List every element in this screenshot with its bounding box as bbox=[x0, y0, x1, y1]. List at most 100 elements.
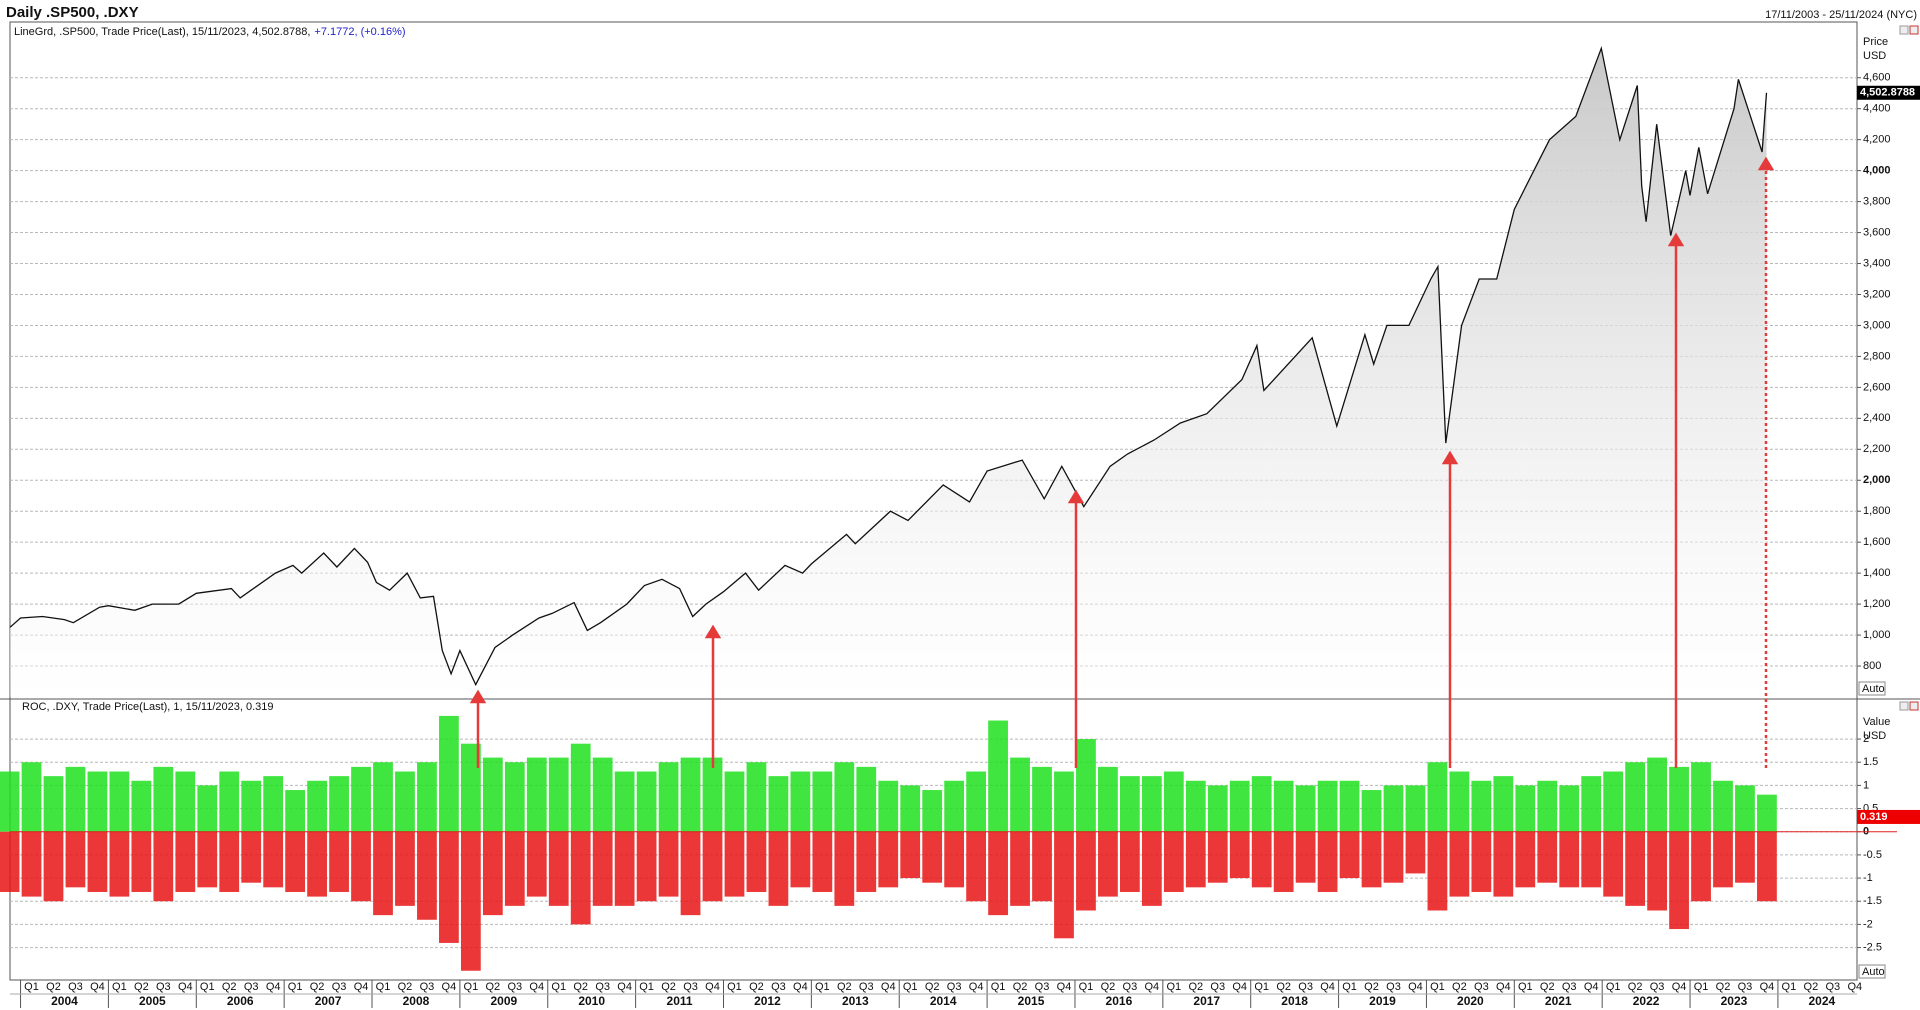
roc-bar bbox=[680, 757, 701, 832]
roc-bar bbox=[1559, 831, 1580, 888]
roc-bar bbox=[307, 780, 327, 832]
x-quarter-label: Q4 bbox=[90, 981, 105, 993]
series-caption: LineGrd, .SP500, Trade Price(Last), 15/1… bbox=[14, 26, 406, 38]
roc-bar bbox=[636, 831, 657, 902]
x-quarter-label: Q3 bbox=[156, 981, 171, 993]
x-quarter-label: Q2 bbox=[661, 981, 676, 993]
roc-bar bbox=[746, 762, 767, 832]
x-quarter-label: Q4 bbox=[1320, 981, 1335, 993]
roc-bar bbox=[1383, 831, 1404, 883]
x-year-label: 2019 bbox=[1369, 994, 1396, 1008]
x-quarter-label: Q1 bbox=[551, 981, 566, 993]
roc-bar bbox=[856, 831, 877, 892]
y-tick-label: -0.5 bbox=[1863, 849, 1882, 861]
roc-bar bbox=[592, 831, 613, 906]
x-quarter-label: Q1 bbox=[1430, 981, 1445, 993]
caption-change: +7.1772, (+0.16%) bbox=[314, 26, 405, 38]
roc-bar bbox=[1581, 831, 1602, 888]
roc-bar bbox=[1163, 831, 1184, 892]
x-quarter-label: Q4 bbox=[442, 981, 457, 993]
panel-close[interactable] bbox=[1909, 701, 1919, 711]
x-quarter-label: Q3 bbox=[1386, 981, 1401, 993]
roc-bar bbox=[746, 831, 767, 892]
roc-bar bbox=[614, 771, 635, 832]
roc-bar bbox=[812, 831, 833, 892]
y-tick-label: 2,400 bbox=[1863, 412, 1891, 424]
roc-bar bbox=[1251, 776, 1272, 832]
y-tick-label: 1.5 bbox=[1863, 756, 1878, 768]
y-tick-label: 1,600 bbox=[1863, 536, 1891, 548]
x-year-label: 2016 bbox=[1106, 994, 1133, 1008]
y-tick-label: 3,000 bbox=[1863, 319, 1891, 331]
x-quarter-label: Q3 bbox=[683, 981, 698, 993]
y-tick-label: -1 bbox=[1863, 872, 1873, 884]
roc-bar bbox=[395, 831, 415, 906]
x-quarter-label: Q3 bbox=[507, 981, 522, 993]
roc-bar bbox=[1163, 771, 1184, 832]
panel-close[interactable] bbox=[1909, 25, 1919, 35]
arrow-head bbox=[469, 689, 487, 704]
y-tick-label: 1 bbox=[1863, 779, 1869, 791]
x-quarter-label: Q2 bbox=[1716, 981, 1731, 993]
x-quarter-label: Q4 bbox=[881, 981, 896, 993]
roc-bar bbox=[1713, 831, 1733, 888]
panel-button[interactable] bbox=[1899, 701, 1909, 711]
roc-bar bbox=[1625, 762, 1646, 832]
y-tick-label: 3,400 bbox=[1863, 257, 1891, 269]
roc-bar bbox=[680, 831, 701, 916]
x-quarter-label: Q2 bbox=[1013, 981, 1028, 993]
roc-bar bbox=[1559, 785, 1580, 832]
roc-bar bbox=[21, 831, 42, 897]
roc-bar bbox=[153, 831, 174, 902]
y-unit-label: USD bbox=[1863, 730, 1886, 742]
roc-bar bbox=[219, 771, 240, 832]
x-quarter-label: Q4 bbox=[705, 981, 720, 993]
roc-bar bbox=[351, 766, 371, 832]
roc-bar bbox=[526, 757, 547, 832]
panel-button[interactable] bbox=[1899, 25, 1909, 35]
x-quarter-label: Q2 bbox=[46, 981, 61, 993]
x-quarter-label: Q1 bbox=[112, 981, 127, 993]
x-quarter-label: Q4 bbox=[1847, 981, 1862, 993]
roc-bar bbox=[724, 771, 745, 832]
x-quarter-label: Q1 bbox=[376, 981, 391, 993]
roc-bar bbox=[1098, 766, 1118, 832]
roc-bar bbox=[1207, 785, 1228, 832]
x-quarter-label: Q2 bbox=[837, 981, 852, 993]
x-quarter-label: Q2 bbox=[222, 981, 237, 993]
roc-bar bbox=[944, 831, 965, 888]
roc-bar bbox=[790, 771, 811, 832]
x-quarter-label: Q2 bbox=[573, 981, 588, 993]
x-quarter-label: Q1 bbox=[1166, 981, 1181, 993]
x-quarter-label: Q1 bbox=[727, 981, 742, 993]
roc-bar bbox=[1449, 771, 1470, 832]
x-quarter-label: Q3 bbox=[1474, 981, 1489, 993]
roc-bar bbox=[966, 771, 987, 832]
x-year-label: 2023 bbox=[1721, 994, 1748, 1008]
last-value-label: 0.319 bbox=[1860, 811, 1888, 823]
series-caption: ROC, .DXY, Trade Price(Last), 1, 15/11/2… bbox=[22, 701, 274, 713]
x-quarter-label: Q2 bbox=[749, 981, 764, 993]
roc-bar bbox=[658, 831, 679, 897]
x-year-label: 2021 bbox=[1545, 994, 1572, 1008]
roc-bar bbox=[1383, 785, 1404, 832]
x-year-label: 2017 bbox=[1193, 994, 1220, 1008]
x-quarter-label: Q4 bbox=[1584, 981, 1599, 993]
x-quarter-label: Q2 bbox=[398, 981, 413, 993]
x-quarter-label: Q1 bbox=[903, 981, 918, 993]
roc-bar bbox=[724, 831, 745, 897]
y-tick-label: 4,000 bbox=[1863, 165, 1891, 177]
x-quarter-label: Q3 bbox=[947, 981, 962, 993]
roc-bar bbox=[1032, 766, 1052, 832]
x-quarter-label: Q2 bbox=[134, 981, 149, 993]
roc-bar bbox=[1229, 780, 1250, 832]
roc-bar bbox=[373, 762, 393, 832]
last-value-box bbox=[1857, 809, 1920, 824]
x-year-label: 2022 bbox=[1633, 994, 1660, 1008]
y-tick-label: 4,200 bbox=[1863, 134, 1891, 146]
x-quarter-label: Q1 bbox=[1342, 981, 1357, 993]
x-quarter-label: Q2 bbox=[485, 981, 500, 993]
y-tick-label: 1,400 bbox=[1863, 567, 1891, 579]
roc-bar bbox=[1207, 831, 1228, 883]
